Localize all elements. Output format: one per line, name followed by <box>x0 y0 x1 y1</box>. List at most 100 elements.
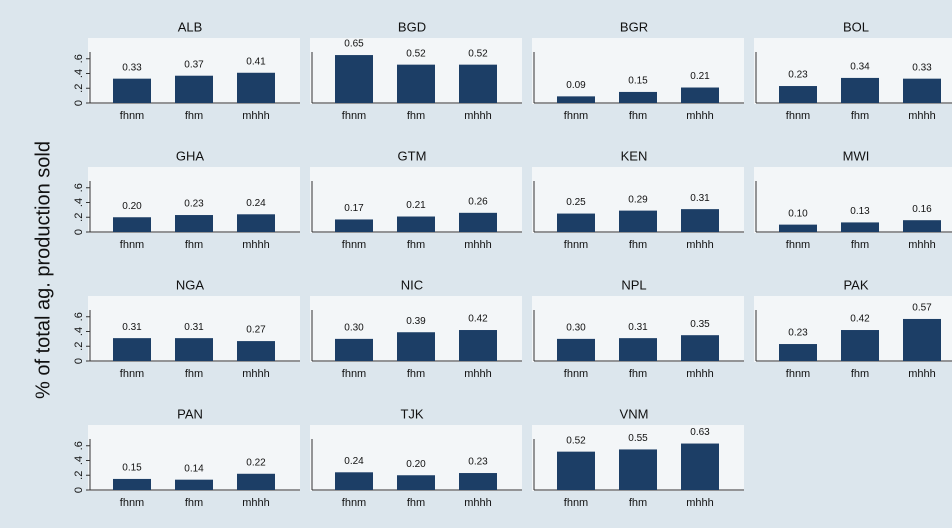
x-tick-label: fhnm <box>786 368 810 380</box>
bar <box>397 216 435 232</box>
bar <box>619 338 657 361</box>
bar <box>841 222 879 232</box>
x-tick-label: mhhh <box>686 239 714 251</box>
bar <box>397 64 435 103</box>
bar <box>175 479 213 490</box>
x-tick-label: fhnm <box>564 368 588 380</box>
value-label: 0.65 <box>344 39 364 50</box>
value-label: 0.57 <box>912 303 932 314</box>
panel-title: TJK <box>400 406 423 421</box>
y-tick-label: .2 <box>73 471 85 480</box>
x-tick-label: mhhh <box>464 110 492 122</box>
value-label: 0.10 <box>788 208 808 219</box>
panel-title: KEN <box>621 148 648 163</box>
bar <box>557 451 595 490</box>
x-tick-label: mhhh <box>464 368 492 380</box>
value-label: 0.33 <box>122 62 142 73</box>
value-label: 0.30 <box>566 323 586 334</box>
bar <box>779 224 817 232</box>
value-label: 0.52 <box>468 48 488 59</box>
value-label: 0.23 <box>788 70 808 81</box>
y-tick-label: .6 <box>73 441 85 450</box>
bar <box>779 86 817 103</box>
x-tick-label: fhm <box>629 110 647 122</box>
x-tick-label: mhhh <box>908 239 936 251</box>
x-tick-label: fhnm <box>342 239 366 251</box>
bar <box>681 209 719 232</box>
x-tick-label: fhm <box>185 368 203 380</box>
x-tick-label: fhnm <box>786 110 810 122</box>
bar <box>237 341 275 361</box>
value-label: 0.23 <box>468 457 488 468</box>
bar <box>335 219 373 232</box>
bar <box>335 472 373 490</box>
bar <box>459 330 497 361</box>
bar <box>113 78 151 103</box>
x-tick-label: fhm <box>185 110 203 122</box>
x-tick-label: fhm <box>629 368 647 380</box>
x-tick-label: fhnm <box>120 497 144 509</box>
value-label: 0.17 <box>344 203 364 214</box>
x-tick-label: fhm <box>407 497 425 509</box>
value-label: 0.13 <box>850 206 870 217</box>
y-tick-label: .4 <box>73 69 85 78</box>
bar <box>841 77 879 103</box>
value-label: 0.21 <box>406 200 426 211</box>
x-tick-label: mhhh <box>242 368 270 380</box>
value-label: 0.52 <box>406 48 426 59</box>
bar <box>681 87 719 103</box>
bar <box>903 78 941 103</box>
x-tick-label: fhnm <box>564 110 588 122</box>
x-tick-label: fhnm <box>342 110 366 122</box>
value-label: 0.15 <box>628 76 648 87</box>
y-tick-label: 0 <box>73 358 85 364</box>
x-tick-label: fhnm <box>342 368 366 380</box>
y-tick-label: .4 <box>73 456 85 465</box>
bar <box>459 64 497 103</box>
x-tick-label: fhnm <box>120 110 144 122</box>
value-label: 0.33 <box>912 62 932 73</box>
value-label: 0.20 <box>122 201 142 212</box>
value-label: 0.25 <box>566 197 586 208</box>
x-tick-label: mhhh <box>242 497 270 509</box>
y-axis-label: % of total ag. production sold <box>32 141 54 399</box>
x-tick-label: fhm <box>185 497 203 509</box>
value-label: 0.42 <box>850 314 870 325</box>
bar <box>841 330 879 361</box>
bar <box>619 449 657 490</box>
x-tick-label: fhm <box>851 239 869 251</box>
panel-title: BGR <box>620 19 648 34</box>
panel-title: BGD <box>398 19 426 34</box>
bar <box>557 338 595 361</box>
bar <box>237 473 275 490</box>
bar <box>175 215 213 232</box>
value-label: 0.52 <box>566 435 586 446</box>
panel-title: BOL <box>843 19 869 34</box>
x-tick-label: mhhh <box>242 110 270 122</box>
x-tick-label: mhhh <box>464 239 492 251</box>
value-label: 0.23 <box>788 328 808 339</box>
value-label: 0.21 <box>690 71 710 82</box>
bar <box>113 217 151 232</box>
value-label: 0.35 <box>690 319 710 330</box>
value-label: 0.26 <box>468 196 488 207</box>
y-tick-label: .4 <box>73 198 85 207</box>
value-label: 0.14 <box>184 463 204 474</box>
bar <box>903 220 941 232</box>
panel-title: VNM <box>620 406 649 421</box>
x-tick-label: mhhh <box>464 497 492 509</box>
x-tick-label: fhm <box>185 239 203 251</box>
value-label: 0.37 <box>184 59 204 70</box>
value-label: 0.29 <box>628 194 648 205</box>
x-tick-label: fhm <box>407 110 425 122</box>
y-tick-label: .6 <box>73 183 85 192</box>
value-label: 0.15 <box>122 463 142 474</box>
x-tick-label: mhhh <box>908 368 936 380</box>
y-tick-label: 0 <box>73 100 85 106</box>
bar <box>619 91 657 103</box>
bar <box>397 475 435 490</box>
y-tick-label: .2 <box>73 84 85 93</box>
value-label: 0.16 <box>912 204 932 215</box>
x-tick-label: mhhh <box>686 110 714 122</box>
